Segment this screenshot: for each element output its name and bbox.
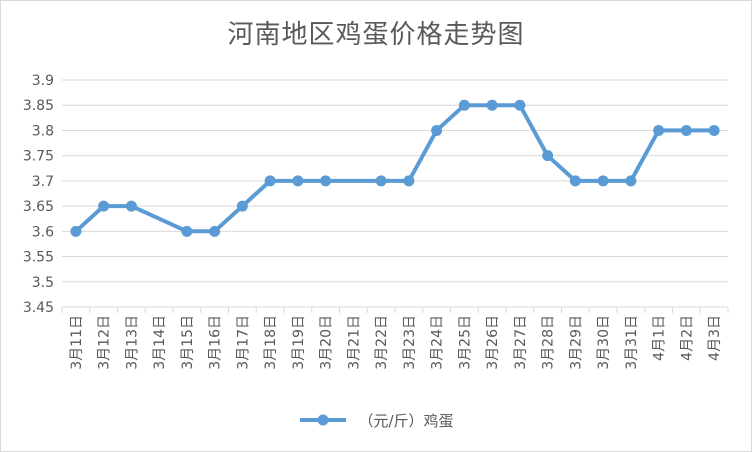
x-tick-label: 3月22日	[374, 315, 390, 370]
data-point	[569, 175, 581, 187]
data-point	[375, 175, 387, 187]
data-point	[403, 175, 415, 187]
legend-line-marker-icon	[300, 414, 347, 426]
data-point	[125, 200, 137, 212]
x-tick-label: 3月30日	[596, 315, 612, 370]
data-point	[264, 175, 276, 187]
y-tick-label: 3.45	[23, 300, 54, 316]
x-tick-label: 4月1日	[652, 315, 668, 361]
x-tick-label: 3月25日	[457, 315, 473, 370]
x-tick-label: 3月17日	[235, 315, 251, 370]
y-tick-label: 3.6	[32, 224, 54, 240]
data-point	[542, 150, 554, 162]
x-tick-label: 3月31日	[624, 315, 640, 370]
data-point	[292, 175, 304, 187]
data-point	[431, 124, 443, 136]
data-point	[320, 175, 332, 187]
data-point	[236, 200, 248, 212]
y-tick-label: 3.65	[23, 199, 54, 215]
y-tick-label: 3.55	[23, 250, 54, 266]
x-tick-label: 3月27日	[513, 315, 529, 370]
x-tick-label: 3月26日	[485, 315, 501, 370]
x-tick-label: 3月11日	[69, 315, 85, 370]
y-tick-label: 3.5	[32, 275, 54, 291]
legend: （元/斤）鸡蛋	[0, 408, 752, 432]
data-point	[70, 225, 82, 237]
x-tick-label: 3月29日	[568, 315, 584, 370]
data-point	[625, 175, 637, 187]
legend-label: （元/斤）鸡蛋	[358, 411, 454, 430]
x-tick-label: 3月16日	[208, 315, 224, 370]
data-point	[209, 225, 221, 237]
data-point	[708, 124, 720, 136]
data-point	[680, 124, 692, 136]
data-point	[181, 225, 193, 237]
x-tick-label: 3月14日	[152, 315, 168, 370]
x-tick-label: 3月20日	[319, 315, 335, 370]
x-tick-label: 4月2日	[679, 315, 695, 361]
x-tick-label: 3月28日	[541, 315, 557, 370]
x-tick-label: 3月12日	[97, 315, 113, 370]
data-point	[458, 99, 470, 111]
data-point	[98, 200, 110, 212]
x-tick-label: 3月15日	[180, 315, 196, 370]
data-point	[653, 124, 665, 136]
series-line	[74, 103, 715, 234]
x-tick-label: 3月18日	[263, 315, 279, 370]
y-tick-label: 3.85	[23, 98, 54, 114]
y-tick-label: 3.7	[32, 174, 54, 190]
x-tick-label: 3月23日	[402, 315, 418, 370]
chart-title: 河南地区鸡蛋价格走势图	[227, 20, 525, 50]
x-tick-label: 3月19日	[291, 315, 307, 370]
x-tick-label: 4月3日	[707, 315, 723, 361]
y-tick-label: 3.9	[32, 73, 54, 89]
data-point	[597, 175, 609, 187]
x-tick-label: 3月24日	[430, 315, 446, 370]
y-tick-label: 3.75	[23, 149, 54, 165]
x-tick-label: 3月21日	[346, 315, 362, 370]
data-point	[514, 99, 526, 111]
data-point	[486, 99, 498, 111]
x-tick-label: 3月13日	[124, 315, 140, 370]
y-tick-label: 3.8	[32, 123, 54, 139]
